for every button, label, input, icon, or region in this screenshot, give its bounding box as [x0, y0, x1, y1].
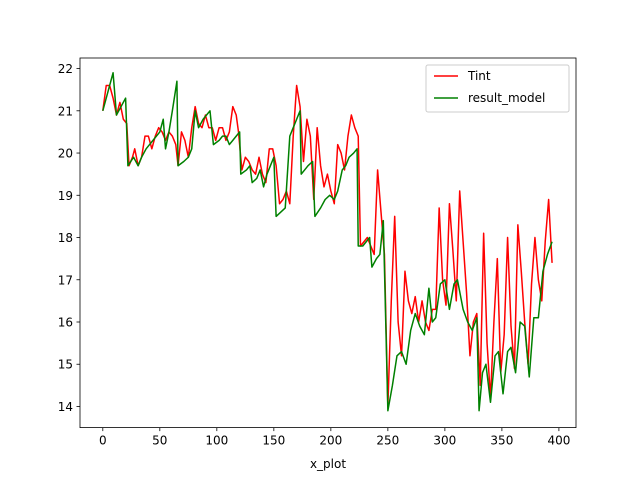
x-axis-label: x_plot [310, 457, 346, 471]
x-tick-label: 200 [319, 434, 342, 448]
legend-box [425, 64, 570, 113]
x-tick-label: 300 [433, 434, 456, 448]
series-layer [102, 72, 553, 412]
y-tick-label: 14 [58, 400, 73, 414]
x-tick-label: 250 [376, 434, 399, 448]
x-tick-label: 350 [490, 434, 513, 448]
x-tick-label: 0 [99, 434, 107, 448]
y-tick-label: 20 [58, 147, 73, 161]
y-tick-label: 22 [58, 62, 73, 76]
y-tick-label: 21 [58, 104, 73, 118]
series-line-tint [102, 84, 553, 408]
x-tick-label: 100 [205, 434, 228, 448]
y-tick-label: 17 [58, 273, 73, 287]
legend-label-result-model: result_model [468, 91, 545, 105]
x-tick-label: 50 [152, 434, 167, 448]
plot-area [80, 58, 576, 428]
y-axis-ticks: 14 15 16 17 18 19 20 21 22 [58, 62, 80, 414]
series-line-result-model [102, 72, 553, 412]
x-tick-label: 400 [547, 434, 570, 448]
plot-frame [79, 57, 577, 429]
y-tick-label: 19 [58, 189, 73, 203]
y-tick-label: 18 [58, 231, 73, 245]
x-axis-ticks: 0 50 100 150 200 250 300 350 400 [99, 427, 570, 448]
legend-label-tint: Tint [467, 69, 491, 83]
legend: Tint result_model [425, 64, 570, 113]
x-tick-label: 150 [262, 434, 285, 448]
y-tick-label: 16 [58, 316, 73, 330]
y-tick-label: 15 [58, 358, 73, 372]
